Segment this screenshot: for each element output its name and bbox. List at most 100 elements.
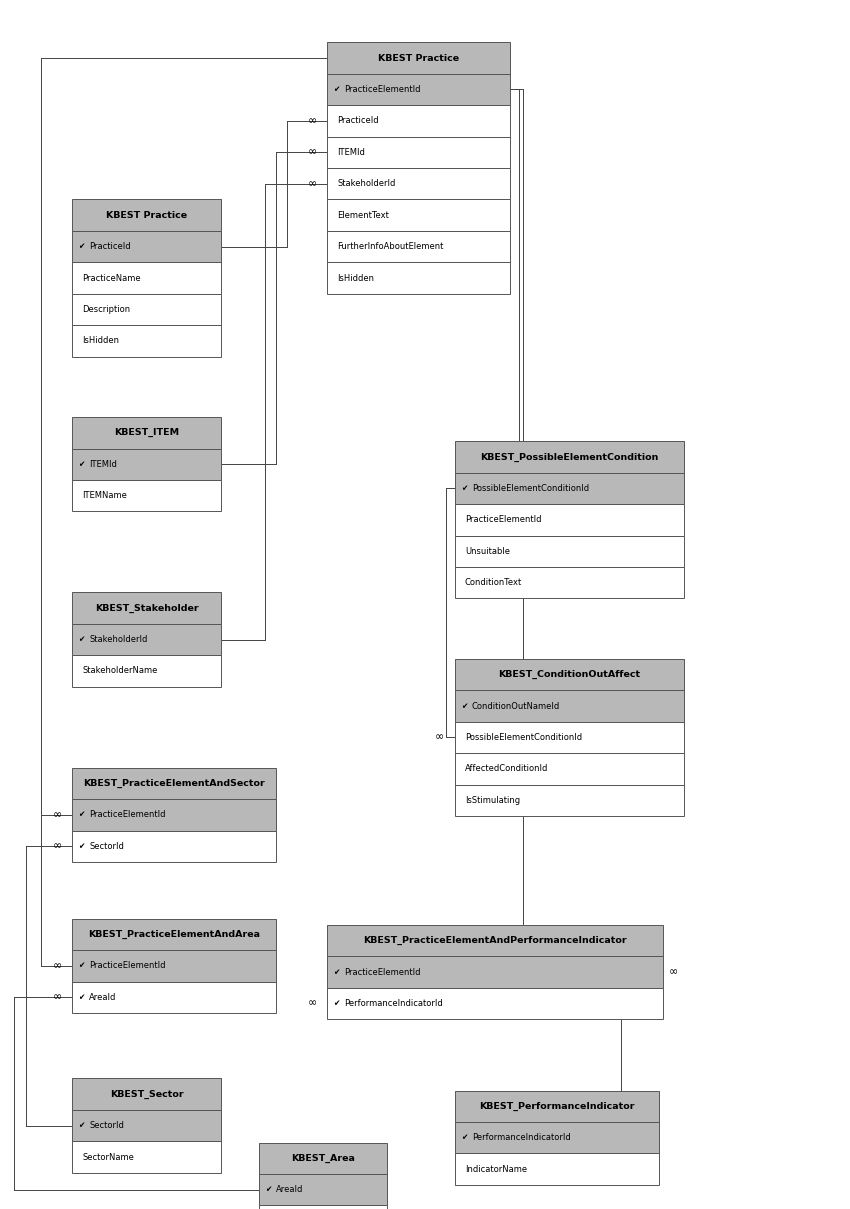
Text: KBEST_Stakeholder: KBEST_Stakeholder: [95, 603, 198, 613]
Bar: [455, 690, 684, 722]
Bar: [327, 137, 510, 168]
Text: IsHidden: IsHidden: [337, 273, 375, 283]
Text: ConditionOutNameId: ConditionOutNameId: [472, 701, 560, 711]
Bar: [327, 925, 663, 956]
Text: SectorName: SectorName: [82, 1152, 134, 1162]
Text: ∞: ∞: [53, 841, 61, 851]
Text: Description: Description: [82, 305, 131, 314]
Text: ✔: ✔: [265, 1185, 271, 1194]
Text: PracticeName: PracticeName: [82, 273, 141, 283]
Text: PracticeElementId: PracticeElementId: [89, 961, 166, 971]
Text: PossibleElementConditionId: PossibleElementConditionId: [465, 733, 582, 742]
Bar: [259, 1174, 387, 1205]
Bar: [72, 950, 276, 982]
Text: KBEST_PerformanceIndicator: KBEST_PerformanceIndicator: [479, 1101, 634, 1111]
Bar: [72, 592, 221, 624]
Text: ✔: ✔: [461, 484, 468, 493]
Text: PracticeElementId: PracticeElementId: [344, 967, 421, 977]
Text: ∞: ∞: [308, 116, 316, 126]
Bar: [72, 982, 276, 1013]
Text: ∞: ∞: [308, 179, 316, 189]
Text: ITEMName: ITEMName: [82, 491, 128, 501]
Text: ✔: ✔: [78, 635, 85, 644]
Text: IndicatorName: IndicatorName: [465, 1164, 527, 1174]
Bar: [327, 262, 510, 294]
Bar: [455, 1091, 659, 1122]
Bar: [455, 659, 684, 690]
Bar: [455, 536, 684, 567]
Text: SectorId: SectorId: [89, 841, 124, 851]
Text: ✔: ✔: [333, 999, 339, 1008]
Bar: [455, 785, 684, 816]
Bar: [72, 655, 221, 687]
Bar: [259, 1143, 387, 1174]
Text: KBEST_PracticeElementAndArea: KBEST_PracticeElementAndArea: [88, 930, 260, 939]
Text: ✔: ✔: [461, 1133, 468, 1143]
Text: StakeholderId: StakeholderId: [89, 635, 148, 644]
Bar: [327, 74, 510, 105]
Text: ITEMId: ITEMId: [89, 459, 117, 469]
Text: ✔: ✔: [78, 841, 85, 851]
Bar: [327, 105, 510, 137]
Text: ITEMId: ITEMId: [337, 147, 365, 157]
Text: KBEST_PossibleElementCondition: KBEST_PossibleElementCondition: [480, 452, 659, 462]
Text: PracticeElementId: PracticeElementId: [344, 85, 421, 94]
Bar: [72, 231, 221, 262]
Bar: [72, 831, 276, 862]
Text: ✔: ✔: [333, 85, 339, 94]
Bar: [72, 294, 221, 325]
Text: PossibleElementConditionId: PossibleElementConditionId: [472, 484, 589, 493]
Bar: [455, 473, 684, 504]
Text: KBEST_PracticeElementAndSector: KBEST_PracticeElementAndSector: [83, 779, 265, 788]
Bar: [72, 768, 276, 799]
Bar: [72, 262, 221, 294]
Text: ✔: ✔: [78, 242, 85, 251]
Text: KBEST_ITEM: KBEST_ITEM: [114, 428, 179, 438]
Bar: [455, 441, 684, 473]
Text: IsStimulating: IsStimulating: [465, 796, 520, 805]
Bar: [327, 231, 510, 262]
Text: ✔: ✔: [461, 701, 468, 711]
Text: KBEST Practice: KBEST Practice: [106, 210, 187, 220]
Text: KBEST Practice: KBEST Practice: [378, 53, 459, 63]
Bar: [455, 567, 684, 598]
Text: AffectedConditionId: AffectedConditionId: [465, 764, 548, 774]
Bar: [72, 325, 221, 357]
Bar: [72, 1110, 221, 1141]
Bar: [259, 1205, 387, 1209]
Text: ∞: ∞: [669, 967, 677, 977]
Text: KBEST_Area: KBEST_Area: [291, 1153, 355, 1163]
Text: ConditionText: ConditionText: [465, 578, 522, 588]
Text: ∞: ∞: [308, 147, 316, 157]
Bar: [327, 199, 510, 231]
Text: ∞: ∞: [53, 961, 61, 971]
Text: ∞: ∞: [53, 993, 61, 1002]
Bar: [327, 988, 663, 1019]
Bar: [327, 956, 663, 988]
Text: KBEST_PracticeElementAndPerformanceIndicator: KBEST_PracticeElementAndPerformanceIndic…: [363, 936, 627, 945]
Text: ∞: ∞: [435, 733, 444, 742]
Bar: [455, 753, 684, 785]
Text: IsHidden: IsHidden: [82, 336, 120, 346]
Text: PracticeElementId: PracticeElementId: [465, 515, 541, 525]
Bar: [327, 168, 510, 199]
Text: FurtherInfoAboutElement: FurtherInfoAboutElement: [337, 242, 444, 251]
Bar: [72, 449, 221, 480]
Text: StakeholderName: StakeholderName: [82, 666, 158, 676]
Bar: [455, 1153, 659, 1185]
Text: ElementText: ElementText: [337, 210, 389, 220]
Bar: [455, 1122, 659, 1153]
Text: PerformanceIndicatorId: PerformanceIndicatorId: [472, 1133, 570, 1143]
Bar: [72, 624, 221, 655]
Text: ✔: ✔: [78, 961, 85, 971]
Text: ∞: ∞: [53, 810, 61, 820]
Text: PracticeId: PracticeId: [89, 242, 131, 251]
Text: ✔: ✔: [78, 810, 85, 820]
Bar: [72, 1141, 221, 1173]
Text: ✔: ✔: [78, 993, 85, 1002]
Text: StakeholderId: StakeholderId: [337, 179, 396, 189]
Bar: [455, 504, 684, 536]
Bar: [72, 199, 221, 231]
Bar: [72, 799, 276, 831]
Text: SectorId: SectorId: [89, 1121, 124, 1130]
